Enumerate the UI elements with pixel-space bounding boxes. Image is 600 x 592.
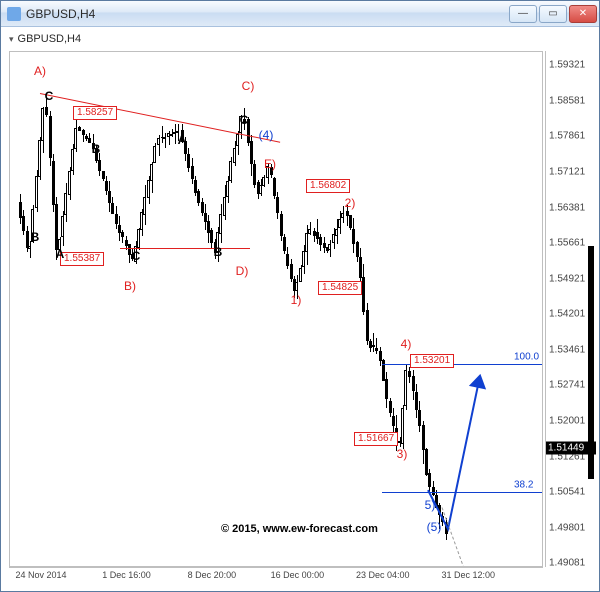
symbol-dropdown[interactable]: ▾ GBPUSD,H4 xyxy=(9,33,81,45)
minimize-button[interactable]: — xyxy=(509,5,537,23)
app-icon xyxy=(7,7,21,21)
y-tick: 1.54201 xyxy=(549,308,585,319)
x-tick: 8 Dec 20:00 xyxy=(188,570,237,580)
y-tick: 1.55661 xyxy=(549,237,585,248)
x-tick: 1 Dec 16:00 xyxy=(102,570,151,580)
y-tick: 1.52001 xyxy=(549,415,585,426)
y-tick: 1.57121 xyxy=(549,166,585,177)
copyright-label: © 2015, www.ew-forecast.com xyxy=(221,523,378,535)
close-button[interactable]: ✕ xyxy=(569,5,597,23)
app-window: GBPUSD,H4 — ▭ ✕ ▾ GBPUSD,H4 100.038.21.5… xyxy=(0,0,600,592)
close-icon: ✕ xyxy=(579,8,587,19)
y-tick: 1.49801 xyxy=(549,523,585,534)
y-tick: 1.50541 xyxy=(549,486,585,497)
maximize-button[interactable]: ▭ xyxy=(539,5,567,23)
window-controls: — ▭ ✕ xyxy=(509,5,597,23)
maximize-icon: ▭ xyxy=(548,8,557,19)
window-title: GBPUSD,H4 xyxy=(26,7,509,21)
y-axis: 1.59321 1.58581 1.57861 1.57121 1.56381 1.556… xyxy=(545,51,595,567)
y-tick: 1.54921 xyxy=(549,273,585,284)
projection-arrow xyxy=(10,52,543,567)
price-plot[interactable]: 100.038.21.582571.553871.568021.548251.5… xyxy=(9,51,543,567)
y-tick: 1.57861 xyxy=(549,130,585,141)
x-axis: 24 Nov 2014 1 Dec 16:00 8 Dec 20:00 16 Dec … xyxy=(9,567,543,585)
minimize-icon: — xyxy=(518,8,528,19)
x-tick: 16 Dec 00:00 xyxy=(271,570,325,580)
chevron-down-icon: ▾ xyxy=(9,34,14,45)
y-tick: 1.53461 xyxy=(549,344,585,355)
symbol-label: GBPUSD,H4 xyxy=(18,33,82,45)
titlebar[interactable]: GBPUSD,H4 — ▭ ✕ xyxy=(1,1,599,27)
y-tick: 1.49081 xyxy=(549,558,585,569)
x-tick: 31 Dec 12:00 xyxy=(441,570,495,580)
x-tick: 23 Dec 04:00 xyxy=(356,570,410,580)
y-tick: 1.58581 xyxy=(549,95,585,106)
x-tick: 24 Nov 2014 xyxy=(16,570,67,580)
y-tick: 1.56381 xyxy=(549,202,585,213)
y-tick: 1.52741 xyxy=(549,379,585,390)
chart-area: ▾ GBPUSD,H4 100.038.21.582571.553871.568… xyxy=(1,27,599,591)
y-tick: 1.59321 xyxy=(549,59,585,70)
